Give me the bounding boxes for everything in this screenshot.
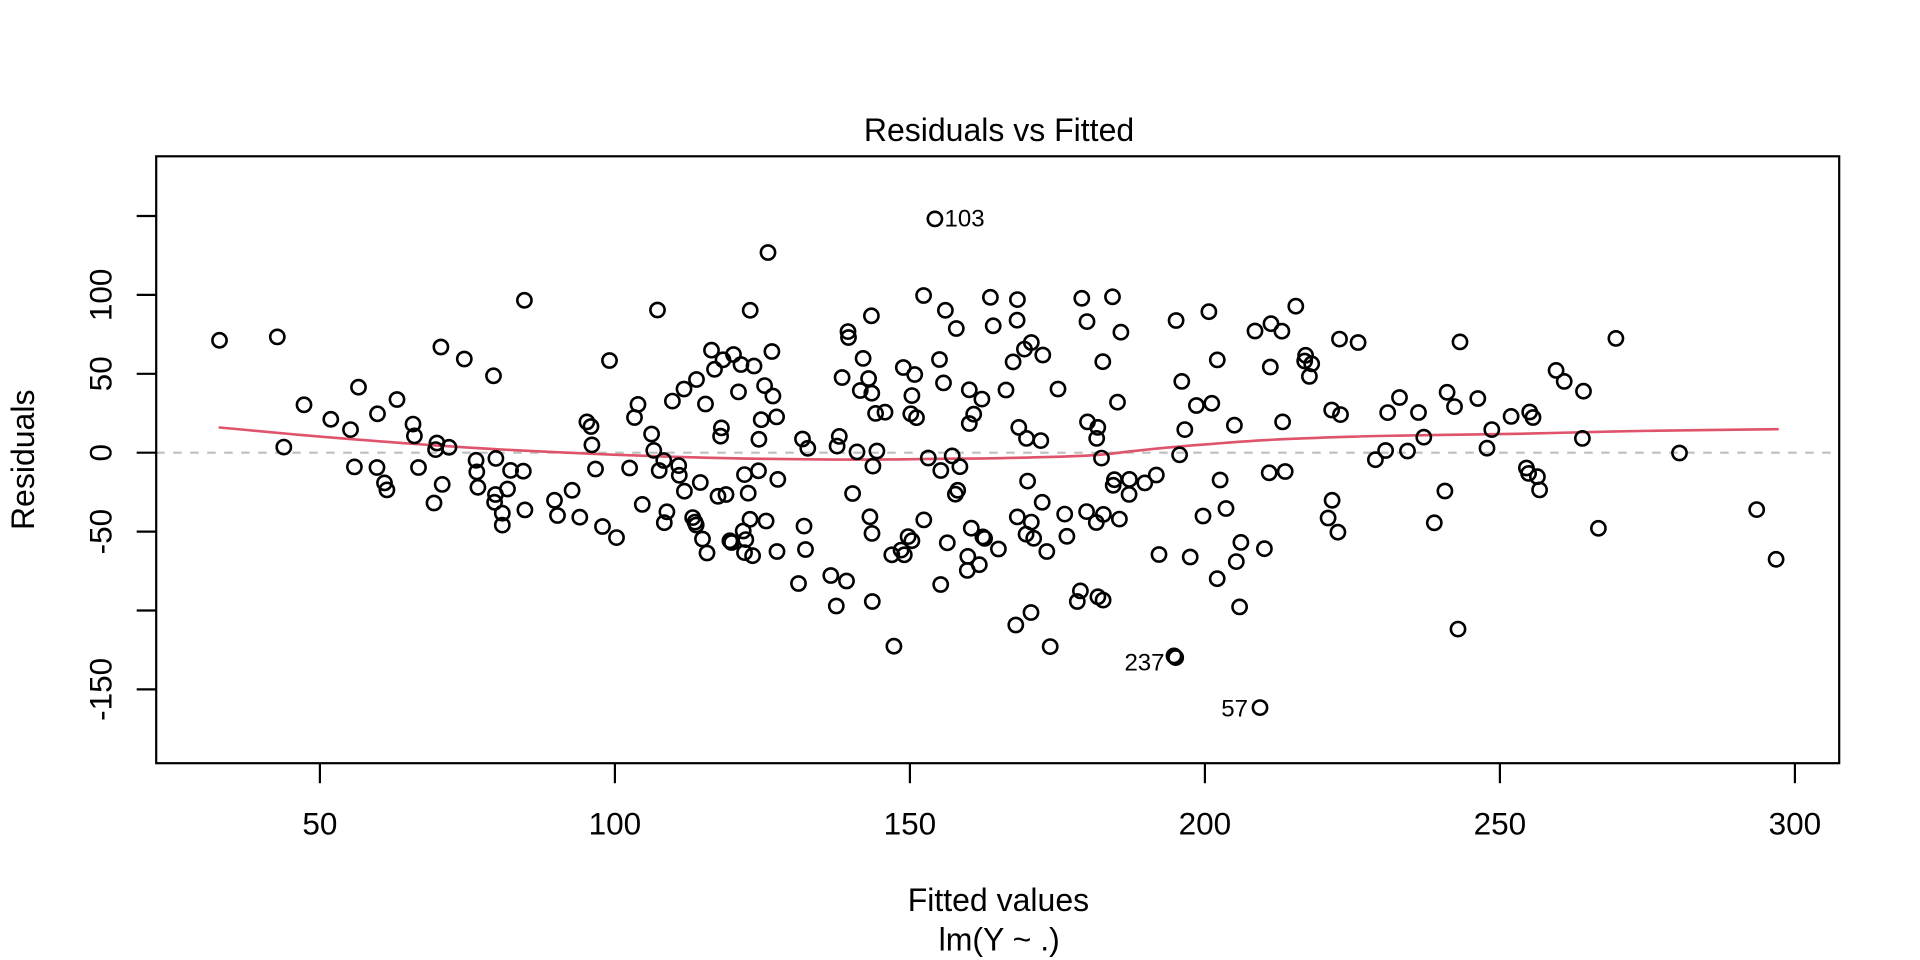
svg-text:150: 150 <box>884 805 937 841</box>
svg-text:Fitted values: Fitted values <box>908 882 1089 918</box>
svg-text:0: 0 <box>83 444 119 462</box>
svg-text:200: 200 <box>1179 805 1232 841</box>
svg-text:Residuals: Residuals <box>5 390 41 531</box>
svg-text:Residuals vs Fitted: Residuals vs Fitted <box>864 112 1134 148</box>
svg-text:57: 57 <box>1221 696 1248 723</box>
svg-text:-150: -150 <box>83 658 119 721</box>
svg-text:250: 250 <box>1474 805 1527 841</box>
svg-text:100: 100 <box>83 269 119 322</box>
svg-text:100: 100 <box>589 805 642 841</box>
svg-text:50: 50 <box>302 805 337 841</box>
svg-text:50: 50 <box>83 356 119 391</box>
svg-text:lm(Y ~ .): lm(Y ~ .) <box>939 922 1060 958</box>
svg-text:300: 300 <box>1769 805 1822 841</box>
svg-text:103: 103 <box>945 205 985 232</box>
svg-text:237: 237 <box>1124 650 1164 677</box>
svg-text:-50: -50 <box>83 509 119 555</box>
